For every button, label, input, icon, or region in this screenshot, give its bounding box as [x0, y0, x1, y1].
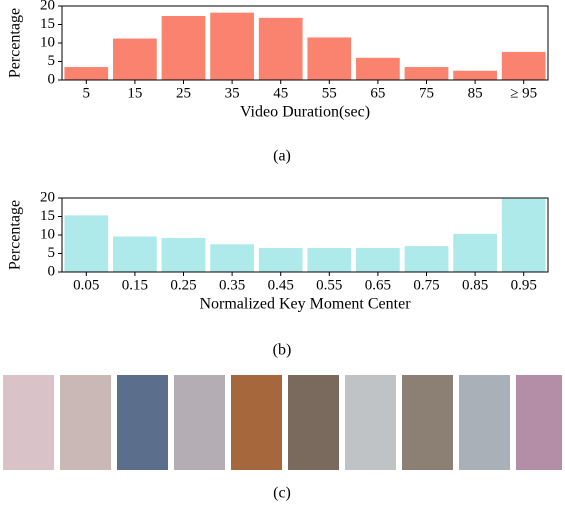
x-tick-label: 85: [468, 85, 483, 101]
bar: [307, 248, 351, 272]
thumbnail: [231, 375, 282, 470]
x-tick-label: 0.85: [462, 277, 488, 293]
y-axis-label: Percentage: [7, 8, 24, 78]
thumbnail: [3, 375, 54, 470]
thumbnail: [402, 375, 453, 470]
y-tick-label: 20: [40, 189, 55, 205]
figure: 0 5 10 15 20 5 15 25 35 45 55 65 75 85 ≥ 95 Video Durat…: [0, 0, 565, 508]
bar: [113, 39, 157, 80]
y-tick-label: 10: [40, 34, 55, 50]
bar: [64, 67, 108, 80]
x-tick-label: 0.05: [73, 277, 99, 293]
x-tick-label: 35: [225, 85, 240, 101]
bar: [259, 248, 303, 272]
bar: [259, 18, 303, 80]
bar: [502, 52, 546, 80]
thumbnail: [117, 375, 168, 470]
caption: (a): [273, 148, 291, 165]
x-tick-label: 55: [322, 85, 337, 101]
x-tick-label: 75: [419, 85, 434, 101]
bar: [113, 236, 157, 272]
bar: [453, 234, 497, 272]
x-axis-label: Video Duration(sec): [240, 104, 370, 121]
y-axis-label: Percentage: [7, 200, 24, 270]
x-tick-label: 0.55: [316, 277, 342, 293]
x-tick-label: 0.25: [170, 277, 196, 293]
y-tick-label: 0: [48, 71, 56, 87]
bar: [356, 58, 400, 80]
caption: (c): [273, 485, 291, 502]
bar: [405, 67, 449, 80]
y-tick-label: 10: [40, 226, 55, 242]
x-axis-label: Normalized Key Moment Center: [199, 296, 411, 313]
x-tick-label: 15: [127, 85, 142, 101]
x-tick-label: 0.35: [219, 277, 245, 293]
x-tick-label: 45: [273, 85, 288, 101]
x-tick-label: 65: [370, 85, 385, 101]
thumbnail: [459, 375, 510, 470]
x-tick-label: 0.65: [365, 277, 391, 293]
bar: [210, 244, 254, 272]
x-tick-label: 0.75: [413, 277, 439, 293]
bar: [64, 215, 108, 272]
bar: [162, 238, 206, 272]
x-tick-label: 25: [176, 85, 191, 101]
bar: [356, 248, 400, 272]
y-tick-label: 5: [48, 53, 56, 69]
bar: [405, 246, 449, 272]
y-tick-label: 15: [40, 16, 55, 32]
thumbnail: [60, 375, 111, 470]
bar: [502, 199, 546, 272]
thumbnail: [288, 375, 339, 470]
bar: [162, 16, 206, 80]
y-tick-label: 0: [48, 263, 56, 279]
x-tick-label: 5: [83, 85, 91, 101]
y-tick-label: 15: [40, 208, 55, 224]
y-tick-label: 20: [40, 0, 55, 13]
x-tick-label: 0.95: [511, 277, 537, 293]
bar: [307, 37, 351, 80]
x-tick-label: ≥ 95: [510, 85, 537, 101]
x-tick-label: 0.15: [122, 277, 148, 293]
thumbnails: [3, 375, 562, 470]
thumbnail: [174, 375, 225, 470]
thumbnail: [345, 375, 396, 470]
bar: [453, 71, 497, 80]
thumbnail: [516, 375, 562, 470]
caption: (b): [273, 342, 292, 359]
y-tick-label: 5: [48, 245, 56, 261]
x-tick-label: 0.45: [268, 277, 294, 293]
bar: [210, 13, 254, 80]
